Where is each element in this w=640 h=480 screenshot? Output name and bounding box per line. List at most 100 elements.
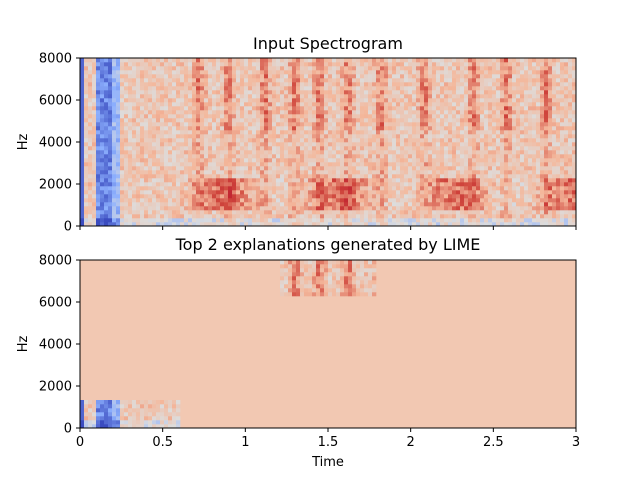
heatmap-cell (408, 194, 413, 199)
heatmap-cell (424, 222, 429, 227)
heatmap-cell (208, 110, 213, 115)
heatmap-cell (384, 106, 389, 111)
heatmap-cell (164, 142, 169, 147)
heatmap-cell (404, 210, 409, 215)
heatmap-cell (516, 194, 521, 199)
heatmap-cell (232, 138, 237, 143)
heatmap-cell (520, 206, 525, 211)
heatmap-cell (304, 190, 309, 195)
heatmap-cell (336, 182, 341, 187)
heatmap-cell (360, 146, 365, 151)
heatmap-cell (488, 158, 493, 163)
heatmap-cell (172, 102, 177, 107)
heatmap-cell (280, 162, 285, 167)
heatmap-cell (536, 178, 541, 183)
heatmap-cell (252, 106, 257, 111)
heatmap-cell (332, 98, 337, 103)
heatmap-cell (492, 150, 497, 155)
heatmap-cell (156, 70, 161, 75)
heatmap-cell (184, 218, 189, 223)
heatmap-cell (312, 222, 317, 227)
heatmap-cell (508, 162, 513, 167)
heatmap-cell (536, 210, 541, 215)
heatmap-cell (476, 166, 481, 171)
heatmap-cell (256, 114, 261, 119)
heatmap-cell (184, 106, 189, 111)
heatmap-cell (156, 146, 161, 151)
heatmap-cell (84, 58, 89, 63)
heatmap-cell (196, 170, 201, 175)
heatmap-cell (428, 206, 433, 211)
heatmap-cell (216, 138, 221, 143)
heatmap-cell (320, 86, 325, 91)
heatmap-cell (264, 70, 269, 75)
heatmap-cell (544, 74, 549, 79)
heatmap-cell (132, 150, 137, 155)
heatmap-cell (152, 186, 157, 191)
heatmap-cell (160, 106, 165, 111)
heatmap-cell (440, 122, 445, 127)
heatmap-cell (332, 82, 337, 87)
heatmap-cell (300, 158, 305, 163)
heatmap-cell (480, 82, 485, 87)
heatmap-cell (480, 134, 485, 139)
heatmap-cell (184, 118, 189, 123)
heatmap-cell (552, 178, 557, 183)
heatmap-cell (524, 138, 529, 143)
heatmap-cell (80, 78, 85, 83)
heatmap-cell (552, 190, 557, 195)
heatmap-cell (328, 154, 333, 159)
heatmap-cell (368, 174, 373, 179)
heatmap-cell (128, 134, 133, 139)
heatmap-cell (288, 58, 293, 63)
heatmap-cell (524, 186, 529, 191)
heatmap-cell (508, 94, 513, 99)
heatmap-cell (336, 86, 341, 91)
heatmap-cell (388, 90, 393, 95)
heatmap-cell (96, 214, 101, 219)
heatmap-cell (512, 130, 517, 135)
heatmap-cell (232, 146, 237, 151)
heatmap-cell (240, 210, 245, 215)
heatmap-cell (268, 146, 273, 151)
heatmap-cell (552, 146, 557, 151)
heatmap-cell (168, 58, 173, 63)
heatmap-cell (388, 114, 393, 119)
heatmap-cell (312, 122, 317, 127)
heatmap-cell (436, 126, 441, 131)
heatmap-cell (200, 82, 205, 87)
heatmap-cell (432, 58, 437, 63)
heatmap-cell (296, 58, 301, 63)
heatmap-cell (512, 182, 517, 187)
heatmap-cell (180, 178, 185, 183)
heatmap-cell (488, 134, 493, 139)
heatmap-cell (480, 130, 485, 135)
heatmap-cell (196, 74, 201, 79)
heatmap-cell (336, 118, 341, 123)
heatmap-cell (272, 102, 277, 107)
heatmap-cell (228, 102, 233, 107)
heatmap-cell (408, 190, 413, 195)
heatmap-cell (528, 98, 533, 103)
heatmap-cell (172, 58, 177, 63)
heatmap-cell (244, 206, 249, 211)
heatmap-cell (356, 66, 361, 71)
heatmap-cell (180, 126, 185, 131)
heatmap-cell (180, 70, 185, 75)
heatmap-cell (244, 90, 249, 95)
heatmap-cell (132, 146, 137, 151)
heatmap-cell (540, 102, 545, 107)
heatmap-cell (172, 106, 177, 111)
heatmap-cell (92, 142, 97, 147)
heatmap-cell (488, 86, 493, 91)
heatmap-cell (360, 142, 365, 147)
heatmap-cell (120, 118, 125, 123)
heatmap-cell (200, 150, 205, 155)
heatmap-cell (172, 194, 177, 199)
heatmap-cell (428, 70, 433, 75)
heatmap-cell (184, 182, 189, 187)
heatmap-cell (220, 58, 225, 63)
heatmap-cell (448, 206, 453, 211)
heatmap-cell (208, 102, 213, 107)
heatmap-cell (476, 150, 481, 155)
